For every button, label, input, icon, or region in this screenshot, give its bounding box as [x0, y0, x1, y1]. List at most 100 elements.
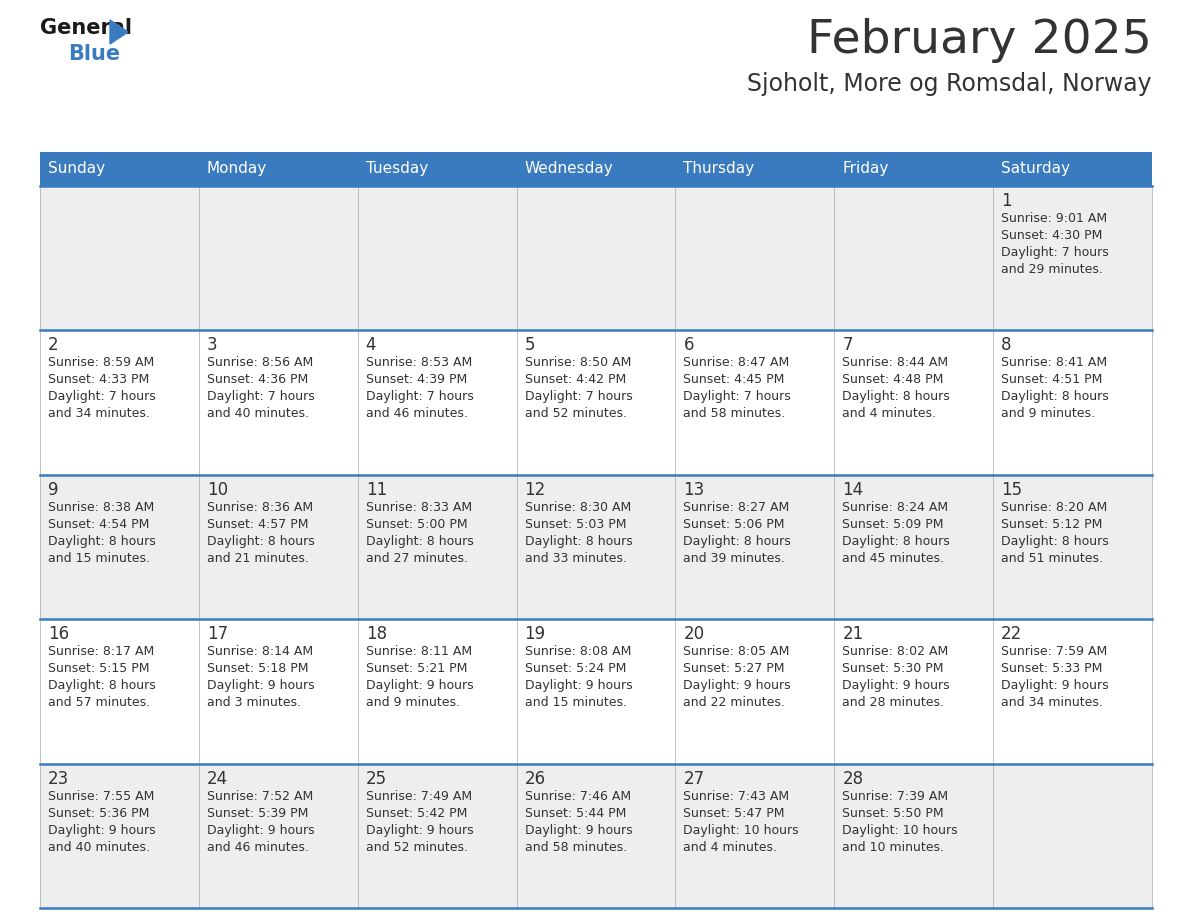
Text: Saturday: Saturday — [1001, 162, 1070, 176]
Bar — [40, 764, 1152, 908]
Text: Sunday: Sunday — [48, 162, 105, 176]
Text: Sunset: 5:18 PM: Sunset: 5:18 PM — [207, 662, 309, 676]
Text: and 58 minutes.: and 58 minutes. — [525, 841, 627, 854]
Bar — [993, 152, 1152, 186]
Text: Daylight: 10 hours: Daylight: 10 hours — [683, 823, 800, 836]
Bar — [40, 152, 198, 186]
Text: General: General — [40, 18, 132, 38]
Text: and 29 minutes.: and 29 minutes. — [1001, 263, 1102, 276]
Text: Sunrise: 7:52 AM: Sunrise: 7:52 AM — [207, 789, 314, 802]
Text: 17: 17 — [207, 625, 228, 644]
Text: Daylight: 8 hours: Daylight: 8 hours — [1001, 390, 1108, 403]
Text: Sunset: 5:12 PM: Sunset: 5:12 PM — [1001, 518, 1102, 531]
Text: Sunrise: 7:59 AM: Sunrise: 7:59 AM — [1001, 645, 1107, 658]
Text: and 4 minutes.: and 4 minutes. — [842, 408, 936, 420]
Text: and 45 minutes.: and 45 minutes. — [842, 552, 944, 565]
Text: Sunset: 4:51 PM: Sunset: 4:51 PM — [1001, 374, 1102, 386]
Text: and 9 minutes.: and 9 minutes. — [366, 696, 460, 710]
Text: 15: 15 — [1001, 481, 1022, 498]
Text: Daylight: 8 hours: Daylight: 8 hours — [366, 535, 474, 548]
Text: Daylight: 8 hours: Daylight: 8 hours — [842, 535, 950, 548]
Text: Daylight: 7 hours: Daylight: 7 hours — [207, 390, 315, 403]
Text: Sunset: 5:47 PM: Sunset: 5:47 PM — [683, 807, 785, 820]
Text: Sunset: 5:15 PM: Sunset: 5:15 PM — [48, 662, 150, 676]
Text: Sunrise: 8:11 AM: Sunrise: 8:11 AM — [366, 645, 472, 658]
Bar — [40, 475, 1152, 620]
Text: and 15 minutes.: and 15 minutes. — [48, 552, 150, 565]
Text: Daylight: 9 hours: Daylight: 9 hours — [842, 679, 950, 692]
Text: Daylight: 7 hours: Daylight: 7 hours — [1001, 246, 1108, 259]
Bar — [834, 152, 993, 186]
Text: and 58 minutes.: and 58 minutes. — [683, 408, 785, 420]
Text: Sunset: 5:30 PM: Sunset: 5:30 PM — [842, 662, 943, 676]
Text: 16: 16 — [48, 625, 69, 644]
Text: Daylight: 10 hours: Daylight: 10 hours — [842, 823, 958, 836]
Text: and 33 minutes.: and 33 minutes. — [525, 552, 626, 565]
Text: Sjoholt, More og Romsdal, Norway: Sjoholt, More og Romsdal, Norway — [747, 72, 1152, 96]
Text: 22: 22 — [1001, 625, 1023, 644]
Text: 28: 28 — [842, 769, 864, 788]
Text: Sunset: 5:36 PM: Sunset: 5:36 PM — [48, 807, 150, 820]
Polygon shape — [110, 20, 128, 44]
Text: Sunset: 5:39 PM: Sunset: 5:39 PM — [207, 807, 308, 820]
Text: and 10 minutes.: and 10 minutes. — [842, 841, 944, 854]
Text: Daylight: 9 hours: Daylight: 9 hours — [366, 679, 473, 692]
Bar — [676, 152, 834, 186]
Text: Sunset: 4:57 PM: Sunset: 4:57 PM — [207, 518, 309, 531]
Text: Daylight: 8 hours: Daylight: 8 hours — [48, 535, 156, 548]
Text: Sunset: 5:44 PM: Sunset: 5:44 PM — [525, 807, 626, 820]
Text: Sunset: 5:21 PM: Sunset: 5:21 PM — [366, 662, 467, 676]
Text: 2: 2 — [48, 336, 58, 354]
Text: Daylight: 8 hours: Daylight: 8 hours — [48, 679, 156, 692]
Text: Daylight: 7 hours: Daylight: 7 hours — [683, 390, 791, 403]
Text: 11: 11 — [366, 481, 387, 498]
Bar — [40, 620, 1152, 764]
Text: 8: 8 — [1001, 336, 1012, 354]
Text: Daylight: 8 hours: Daylight: 8 hours — [525, 535, 632, 548]
Text: Thursday: Thursday — [683, 162, 754, 176]
Text: Sunset: 5:03 PM: Sunset: 5:03 PM — [525, 518, 626, 531]
Text: Sunrise: 8:33 AM: Sunrise: 8:33 AM — [366, 501, 472, 514]
Text: Daylight: 9 hours: Daylight: 9 hours — [683, 679, 791, 692]
Text: February 2025: February 2025 — [807, 18, 1152, 63]
Text: 19: 19 — [525, 625, 545, 644]
Text: Sunrise: 8:53 AM: Sunrise: 8:53 AM — [366, 356, 472, 369]
Text: and 21 minutes.: and 21 minutes. — [207, 552, 309, 565]
Text: Sunrise: 7:43 AM: Sunrise: 7:43 AM — [683, 789, 790, 802]
Text: Daylight: 9 hours: Daylight: 9 hours — [525, 679, 632, 692]
Text: Sunrise: 8:05 AM: Sunrise: 8:05 AM — [683, 645, 790, 658]
Text: Sunset: 5:06 PM: Sunset: 5:06 PM — [683, 518, 785, 531]
Text: Daylight: 9 hours: Daylight: 9 hours — [207, 679, 315, 692]
Text: Friday: Friday — [842, 162, 889, 176]
Text: 5: 5 — [525, 336, 535, 354]
Text: Daylight: 9 hours: Daylight: 9 hours — [207, 823, 315, 836]
Text: and 27 minutes.: and 27 minutes. — [366, 552, 468, 565]
Text: Sunset: 5:27 PM: Sunset: 5:27 PM — [683, 662, 785, 676]
Text: Sunrise: 7:49 AM: Sunrise: 7:49 AM — [366, 789, 472, 802]
Text: and 46 minutes.: and 46 minutes. — [207, 841, 309, 854]
Text: Sunrise: 7:46 AM: Sunrise: 7:46 AM — [525, 789, 631, 802]
Text: Sunrise: 8:08 AM: Sunrise: 8:08 AM — [525, 645, 631, 658]
Text: 4: 4 — [366, 336, 377, 354]
Text: and 39 minutes.: and 39 minutes. — [683, 552, 785, 565]
Text: 13: 13 — [683, 481, 704, 498]
Text: 26: 26 — [525, 769, 545, 788]
Text: 3: 3 — [207, 336, 217, 354]
Text: Sunset: 5:00 PM: Sunset: 5:00 PM — [366, 518, 467, 531]
Text: and 46 minutes.: and 46 minutes. — [366, 408, 468, 420]
Text: and 9 minutes.: and 9 minutes. — [1001, 408, 1095, 420]
Text: and 40 minutes.: and 40 minutes. — [207, 408, 309, 420]
Text: 12: 12 — [525, 481, 545, 498]
Text: and 15 minutes.: and 15 minutes. — [525, 696, 626, 710]
Text: Sunset: 5:42 PM: Sunset: 5:42 PM — [366, 807, 467, 820]
Text: Daylight: 7 hours: Daylight: 7 hours — [48, 390, 156, 403]
Text: Monday: Monday — [207, 162, 267, 176]
Text: Sunset: 4:36 PM: Sunset: 4:36 PM — [207, 374, 308, 386]
Text: Daylight: 9 hours: Daylight: 9 hours — [366, 823, 473, 836]
Text: Sunrise: 8:38 AM: Sunrise: 8:38 AM — [48, 501, 154, 514]
Text: Sunrise: 8:17 AM: Sunrise: 8:17 AM — [48, 645, 154, 658]
Text: Sunrise: 8:24 AM: Sunrise: 8:24 AM — [842, 501, 948, 514]
Text: Sunrise: 8:56 AM: Sunrise: 8:56 AM — [207, 356, 314, 369]
Text: Daylight: 9 hours: Daylight: 9 hours — [1001, 679, 1108, 692]
Text: 18: 18 — [366, 625, 387, 644]
